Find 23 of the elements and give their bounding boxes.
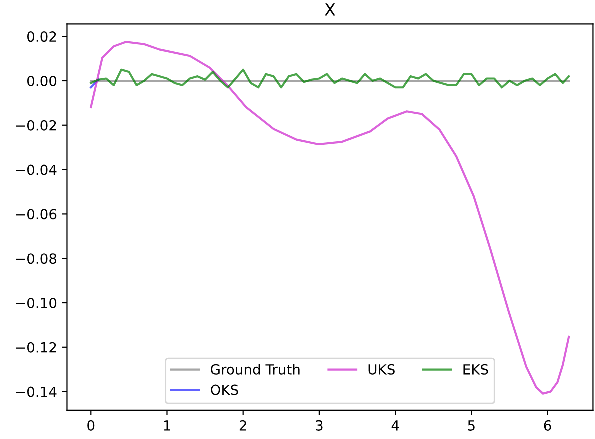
y-tick-label: −0.02: [16, 120, 56, 131]
x-tick-label: 3: [316, 420, 323, 431]
chart-title: X: [325, 4, 336, 16]
x-tick-label: 2: [240, 420, 246, 431]
legend-label: OKS: [211, 384, 238, 396]
x-tick-label: 5: [468, 420, 475, 431]
y-tick-label: −0.14: [16, 386, 57, 398]
y-tick-label: −0.10: [16, 298, 57, 308]
legend-label: UKS: [368, 364, 395, 375]
line-series: [90, 41, 570, 395]
legend-label: Ground Truth: [211, 364, 300, 375]
y-tick-label: −0.04: [16, 164, 57, 176]
legend-label: EKS: [464, 364, 488, 375]
y-tick-label: −0.12: [16, 342, 56, 353]
x-tick-label: 4: [392, 420, 400, 431]
x-tick-label: 0: [88, 420, 95, 431]
x-tick-label: 1: [164, 420, 170, 431]
y-tick-label: 0.02: [28, 32, 56, 42]
y-tick-label: −0.08: [16, 254, 57, 264]
y-tick-label: −0.06: [16, 209, 57, 220]
y-tick-label: 0.00: [28, 76, 57, 86]
x-tick-label: 6: [544, 420, 552, 431]
line-series: [90, 68, 570, 89]
